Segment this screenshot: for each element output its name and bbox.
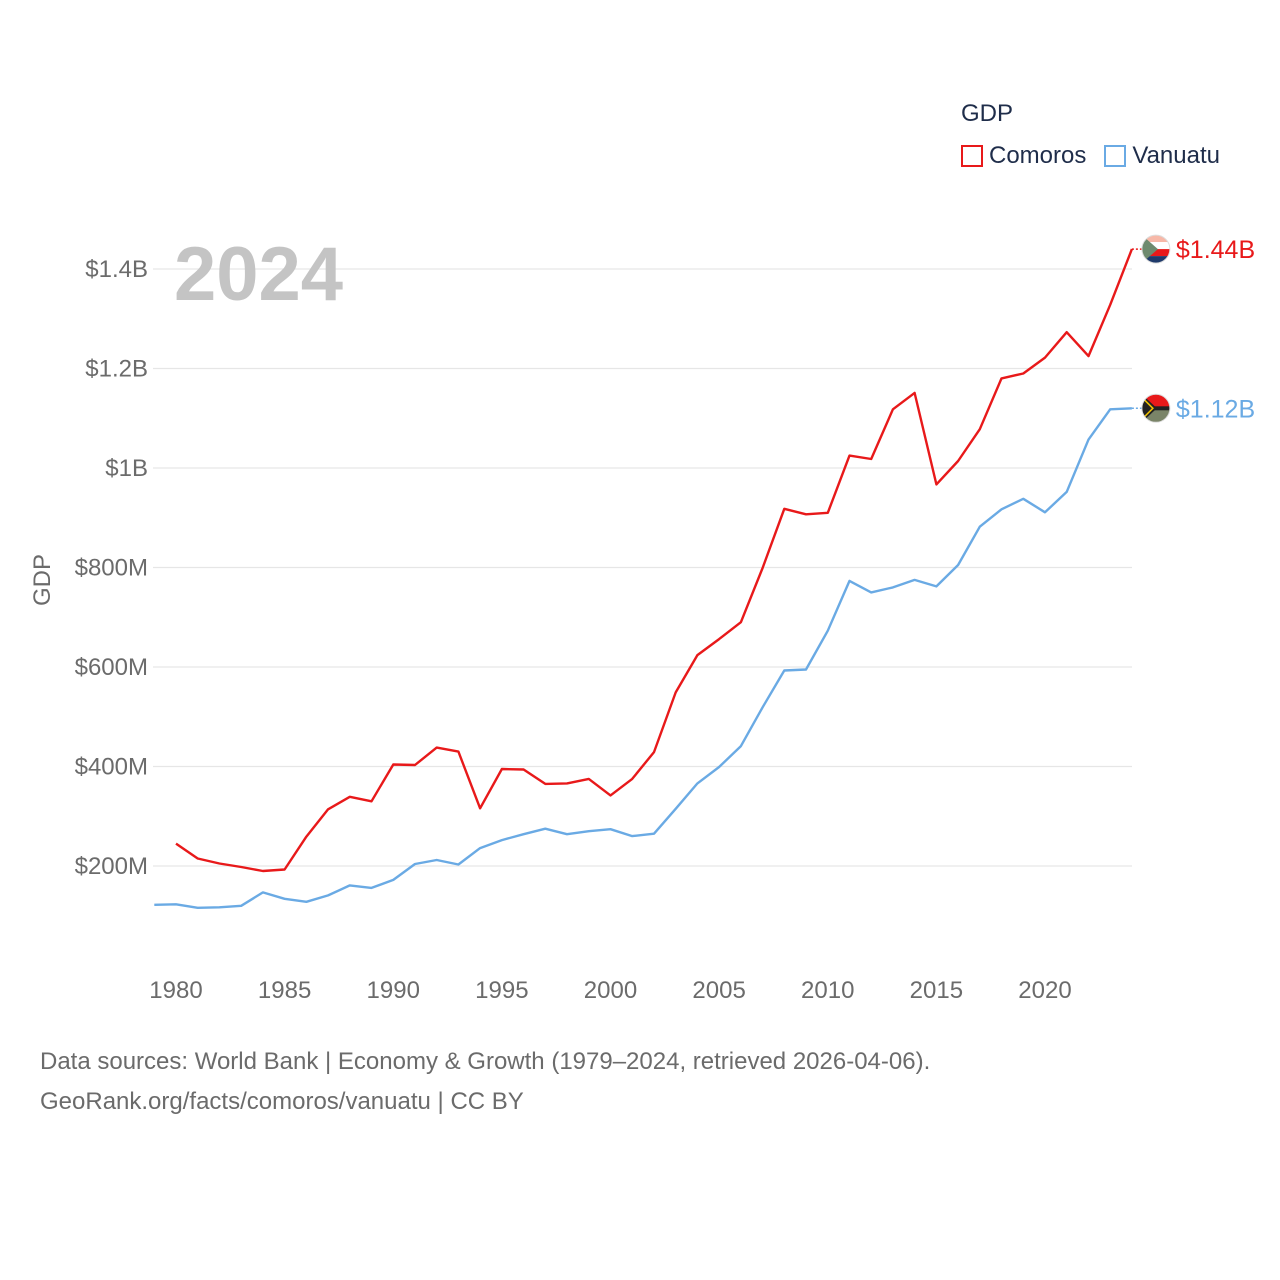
series-line-comoros[interactable] bbox=[175, 248, 1134, 873]
x-tick-label: 2005 bbox=[692, 977, 745, 1004]
x-tick-label: 2015 bbox=[910, 977, 963, 1004]
source-line-2: GeoRank.org/facts/comoros/vanuatu | CC B… bbox=[40, 1088, 524, 1115]
x-tick-label: 1985 bbox=[258, 977, 311, 1004]
source-line-1: Data sources: World Bank | Economy & Gro… bbox=[40, 1048, 931, 1075]
gridlines bbox=[153, 268, 1132, 867]
y-tick-label: $1.4B bbox=[85, 256, 148, 283]
y-tick-label: $200M bbox=[75, 853, 148, 880]
x-tick-label: 1980 bbox=[149, 977, 202, 1004]
x-tick-label: 1995 bbox=[475, 977, 528, 1004]
legend-item-vanuatu[interactable]: Vanuatu bbox=[1104, 142, 1220, 170]
y-tick-label: $400M bbox=[75, 754, 148, 781]
y-tick-label: $1.2B bbox=[85, 356, 148, 383]
legend-swatch-vanuatu bbox=[1104, 145, 1127, 167]
data-source-note: Data sources: World Bank | Economy & Gro… bbox=[40, 1042, 930, 1122]
x-tick-label: 2020 bbox=[1018, 977, 1071, 1004]
y-tick-label: $600M bbox=[75, 654, 148, 681]
y-axis-ticks: $200M $400M $600M $800M $1B $1.2B $1.4B bbox=[75, 256, 148, 880]
vanuatu-flag-icon bbox=[1141, 393, 1171, 423]
legend: Comoros Vanuatu bbox=[961, 142, 1238, 170]
series-lines bbox=[154, 248, 1134, 909]
y-axis-label: GDP bbox=[29, 554, 56, 606]
x-axis-ticks: 1980 1985 1990 1995 2000 2005 2010 2015 2020 bbox=[149, 977, 1071, 1004]
x-tick-label: 2010 bbox=[801, 977, 854, 1004]
legend-label-comoros: Comoros bbox=[989, 142, 1087, 169]
legend-item-comoros[interactable]: Comoros bbox=[961, 142, 1086, 170]
end-label-comoros: $1.44B bbox=[1176, 236, 1255, 264]
end-label-vanuatu: $1.12B bbox=[1176, 395, 1255, 423]
x-tick-label: 2000 bbox=[584, 977, 637, 1004]
legend-swatch-comoros bbox=[961, 145, 983, 167]
series-end-labels: $1.44B $1.12B bbox=[1131, 234, 1255, 423]
y-tick-label: $800M bbox=[75, 555, 148, 582]
comoros-flag-icon bbox=[1141, 234, 1171, 264]
legend-label-vanuatu: Vanuatu bbox=[1132, 142, 1220, 169]
year-watermark: 2024 bbox=[174, 232, 343, 317]
x-tick-label: 1990 bbox=[367, 977, 420, 1004]
legend-title: GDP bbox=[961, 100, 1014, 127]
series-line-vanuatu[interactable] bbox=[154, 407, 1132, 909]
y-tick-label: $1B bbox=[105, 455, 148, 482]
